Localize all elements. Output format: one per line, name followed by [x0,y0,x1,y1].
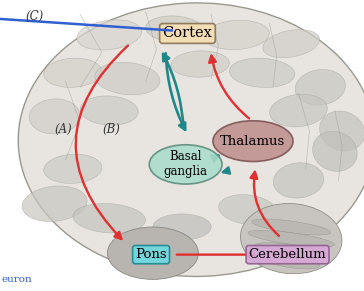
Ellipse shape [29,99,80,134]
Ellipse shape [171,51,229,77]
Ellipse shape [95,62,160,95]
Ellipse shape [270,94,327,127]
Ellipse shape [241,203,342,274]
Text: Thalamus: Thalamus [220,135,286,148]
Ellipse shape [80,96,138,125]
Text: (C): (C) [25,10,44,22]
Ellipse shape [313,131,357,171]
Ellipse shape [263,30,320,58]
Ellipse shape [204,20,269,49]
Text: Basal
ganglia: Basal ganglia [164,150,207,178]
Ellipse shape [295,70,345,105]
Ellipse shape [146,16,204,42]
Ellipse shape [229,58,295,87]
Ellipse shape [252,219,331,235]
Ellipse shape [22,186,87,221]
Ellipse shape [213,121,293,162]
Ellipse shape [262,255,320,269]
Ellipse shape [73,203,146,233]
Ellipse shape [219,195,276,224]
Ellipse shape [77,20,142,50]
Ellipse shape [320,111,364,151]
Ellipse shape [149,145,222,184]
Text: Cerebellum: Cerebellum [249,248,327,261]
Text: euron: euron [2,275,32,284]
Ellipse shape [107,227,198,279]
Ellipse shape [273,163,324,198]
Ellipse shape [18,3,364,276]
Text: Cortex: Cortex [162,26,213,40]
Text: (B): (B) [102,123,120,136]
Ellipse shape [44,58,102,87]
Ellipse shape [255,243,327,258]
Ellipse shape [248,230,334,247]
Ellipse shape [153,214,211,240]
Text: (A): (A) [55,123,72,136]
Text: Pons: Pons [135,248,167,261]
Ellipse shape [44,154,102,183]
